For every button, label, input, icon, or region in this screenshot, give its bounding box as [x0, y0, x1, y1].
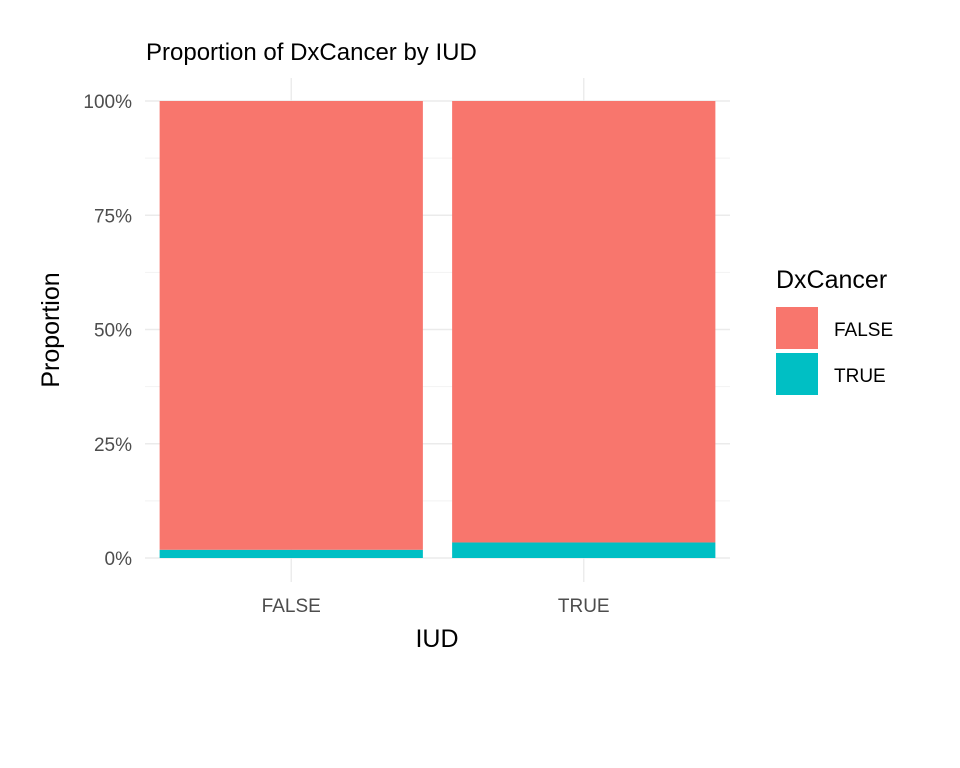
bar-segment-false-true [159, 549, 423, 558]
y-tick-label: 25% [94, 435, 132, 456]
y-tick-label: 100% [83, 92, 132, 113]
legend-key-false [776, 307, 818, 349]
bar-segment-true-false [452, 101, 716, 543]
x-tick-label: TRUE [558, 596, 610, 617]
legend-label: TRUE [834, 366, 886, 387]
y-tick-label: 0% [105, 549, 133, 570]
legend: DxCancer FALSE TRUE [776, 266, 893, 395]
y-tick-label: 50% [94, 321, 132, 342]
x-tick-label: FALSE [262, 596, 321, 617]
bar-segment-true-true [452, 542, 716, 558]
legend-title: DxCancer [776, 266, 887, 294]
y-axis-ticks: 0% 25% 50% 75% 100% [83, 92, 132, 570]
bar-segment-false-false [159, 101, 423, 550]
x-axis-ticks: FALSE TRUE [262, 596, 610, 617]
legend-label: FALSE [834, 320, 893, 341]
legend-items: FALSE TRUE [776, 307, 893, 395]
legend-key-true [776, 353, 818, 395]
x-axis-title: IUD [415, 625, 458, 653]
y-tick-label: 75% [94, 206, 132, 227]
bars [159, 101, 716, 558]
chart-title: Proportion of DxCancer by IUD [146, 39, 477, 66]
y-axis-title: Proportion [37, 272, 65, 387]
